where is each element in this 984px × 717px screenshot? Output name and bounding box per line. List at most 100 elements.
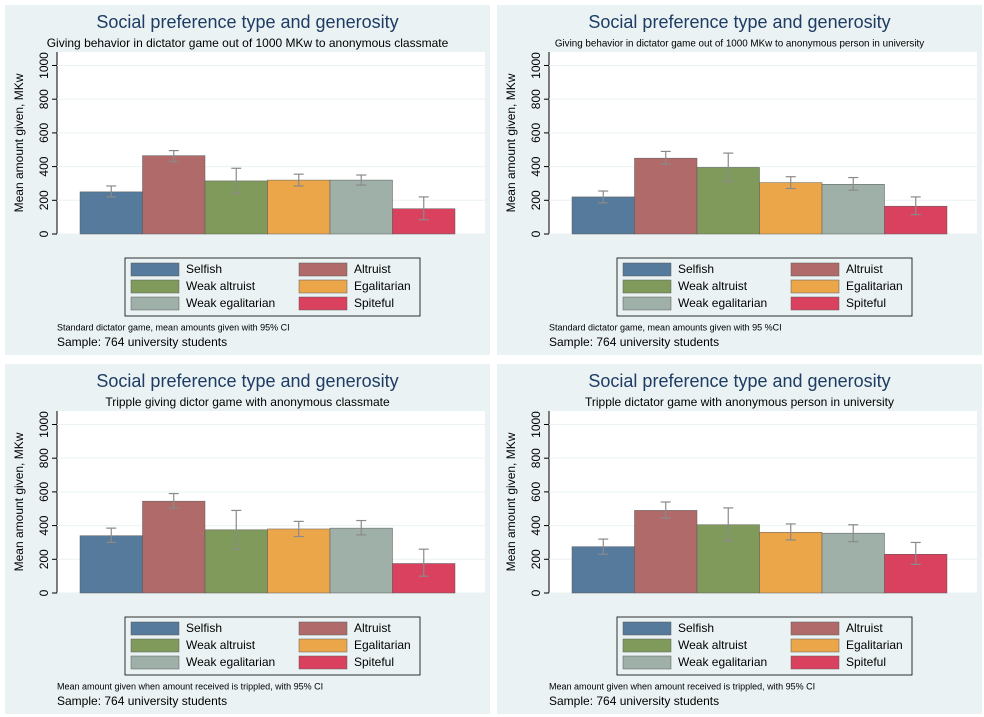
y-tick-label: 200 [37,190,51,210]
legend-label: Weak altruist [678,638,748,652]
bar [267,179,331,235]
y-tick-label: 600 [37,123,51,143]
chart-title: Social preference type and generosity [588,12,890,32]
error-bar [723,152,734,183]
legend-swatch [790,621,840,636]
error-bar [106,527,117,544]
legend-label: Altruist [354,262,391,276]
error-bar [356,174,367,186]
legend-swatch [790,638,840,653]
chart-title: Social preference type and generosity [588,371,890,391]
legend-label: Selfish [678,262,714,276]
legend-swatch [298,621,348,636]
legend-label: Selfish [186,262,222,276]
y-tick-label: 1000 [529,52,543,79]
bar [634,157,698,235]
legend-label: Egalitarian [354,638,411,652]
legend-label: Weak altruist [186,279,256,293]
error-bar [910,196,921,216]
legend-swatch [790,296,840,311]
bar [329,179,393,235]
legend-label: Selfish [186,621,222,635]
chart-panel: Social preference type and generosity Tri… [497,364,982,714]
legend-label: Selfish [678,621,714,635]
bar [329,527,393,594]
error-bar [910,541,921,565]
legend-label: Weak altruist [186,638,256,652]
chart-title: Social preference type and generosity [96,12,398,32]
legend-swatch [298,655,348,670]
sample-note: Sample: 764 university students [549,694,719,708]
note: Standard dictator game, mean amounts giv… [549,322,782,332]
legend-label: Spiteful [354,296,394,310]
legend-swatch [298,262,348,277]
bar [821,184,885,235]
error-bar [785,523,796,541]
legend-label: Altruist [846,621,883,635]
note: Mean amount given when amount received i… [57,681,323,691]
bar [142,500,206,594]
y-tick-label: 800 [37,89,51,109]
error-bar [785,176,796,190]
legend-swatch [790,279,840,294]
y-tick-label: 1000 [37,411,51,438]
legend-swatch [130,638,180,653]
sample-note: Sample: 764 university students [549,335,719,349]
error-bar [168,492,179,509]
y-tick-label: 400 [529,515,543,535]
bar [267,528,331,594]
legend-swatch [130,296,180,311]
error-bar [598,538,609,555]
legend-box [124,257,421,317]
y-tick-label: 600 [37,482,51,502]
legend-label: Weak egalitarian [186,296,275,310]
legend-swatch [790,262,840,277]
y-tick-label: 0 [37,589,51,596]
note: Mean amount given when amount received i… [549,681,815,691]
legend-swatch [130,279,180,294]
bar [759,532,823,594]
chart-subtitle: Giving behavior in dictator game out of … [47,36,449,50]
legend-box [124,616,421,676]
bar [821,532,885,594]
error-bar [723,507,734,542]
error-bar [293,520,304,538]
error-bar [231,167,242,195]
chart-panel: Social preference type and generosity Giv… [5,5,490,355]
error-bar [660,150,671,165]
legend-box [616,616,913,676]
chart-subtitle: Tripple dictator game with anonymous per… [585,395,894,409]
legend-swatch [622,621,672,636]
legend-swatch [130,262,180,277]
error-bar [356,519,367,536]
legend-label: Weak egalitarian [678,296,767,310]
y-tick-label: 600 [529,482,543,502]
legend-label: Egalitarian [354,279,411,293]
legend-label: Weak egalitarian [678,655,767,669]
error-bar [418,196,429,221]
error-bar [848,524,859,543]
y-tick-label: 600 [529,123,543,143]
legend-swatch [622,262,672,277]
error-bar [598,190,609,204]
legend-label: Altruist [846,262,883,276]
y-tick-label: 0 [529,230,543,237]
y-tick-label: 0 [529,589,543,596]
error-bar [418,548,429,577]
y-tick-label: 400 [37,156,51,176]
y-axis-label: Mean amount given, MKw [504,73,518,212]
bar [634,510,698,594]
legend-label: Weak egalitarian [186,655,275,669]
legend-swatch [130,655,180,670]
bar [79,535,143,594]
legend-label: Weak altruist [678,279,748,293]
chart-subtitle: Giving behavior in dictator game out of … [555,39,924,50]
legend-swatch [622,655,672,670]
legend-swatch [790,655,840,670]
bar [759,182,823,235]
y-tick-label: 800 [37,448,51,468]
y-axis-label: Mean amount given, MKw [12,73,26,212]
legend-label: Spiteful [846,296,886,310]
y-tick-label: 800 [529,89,543,109]
